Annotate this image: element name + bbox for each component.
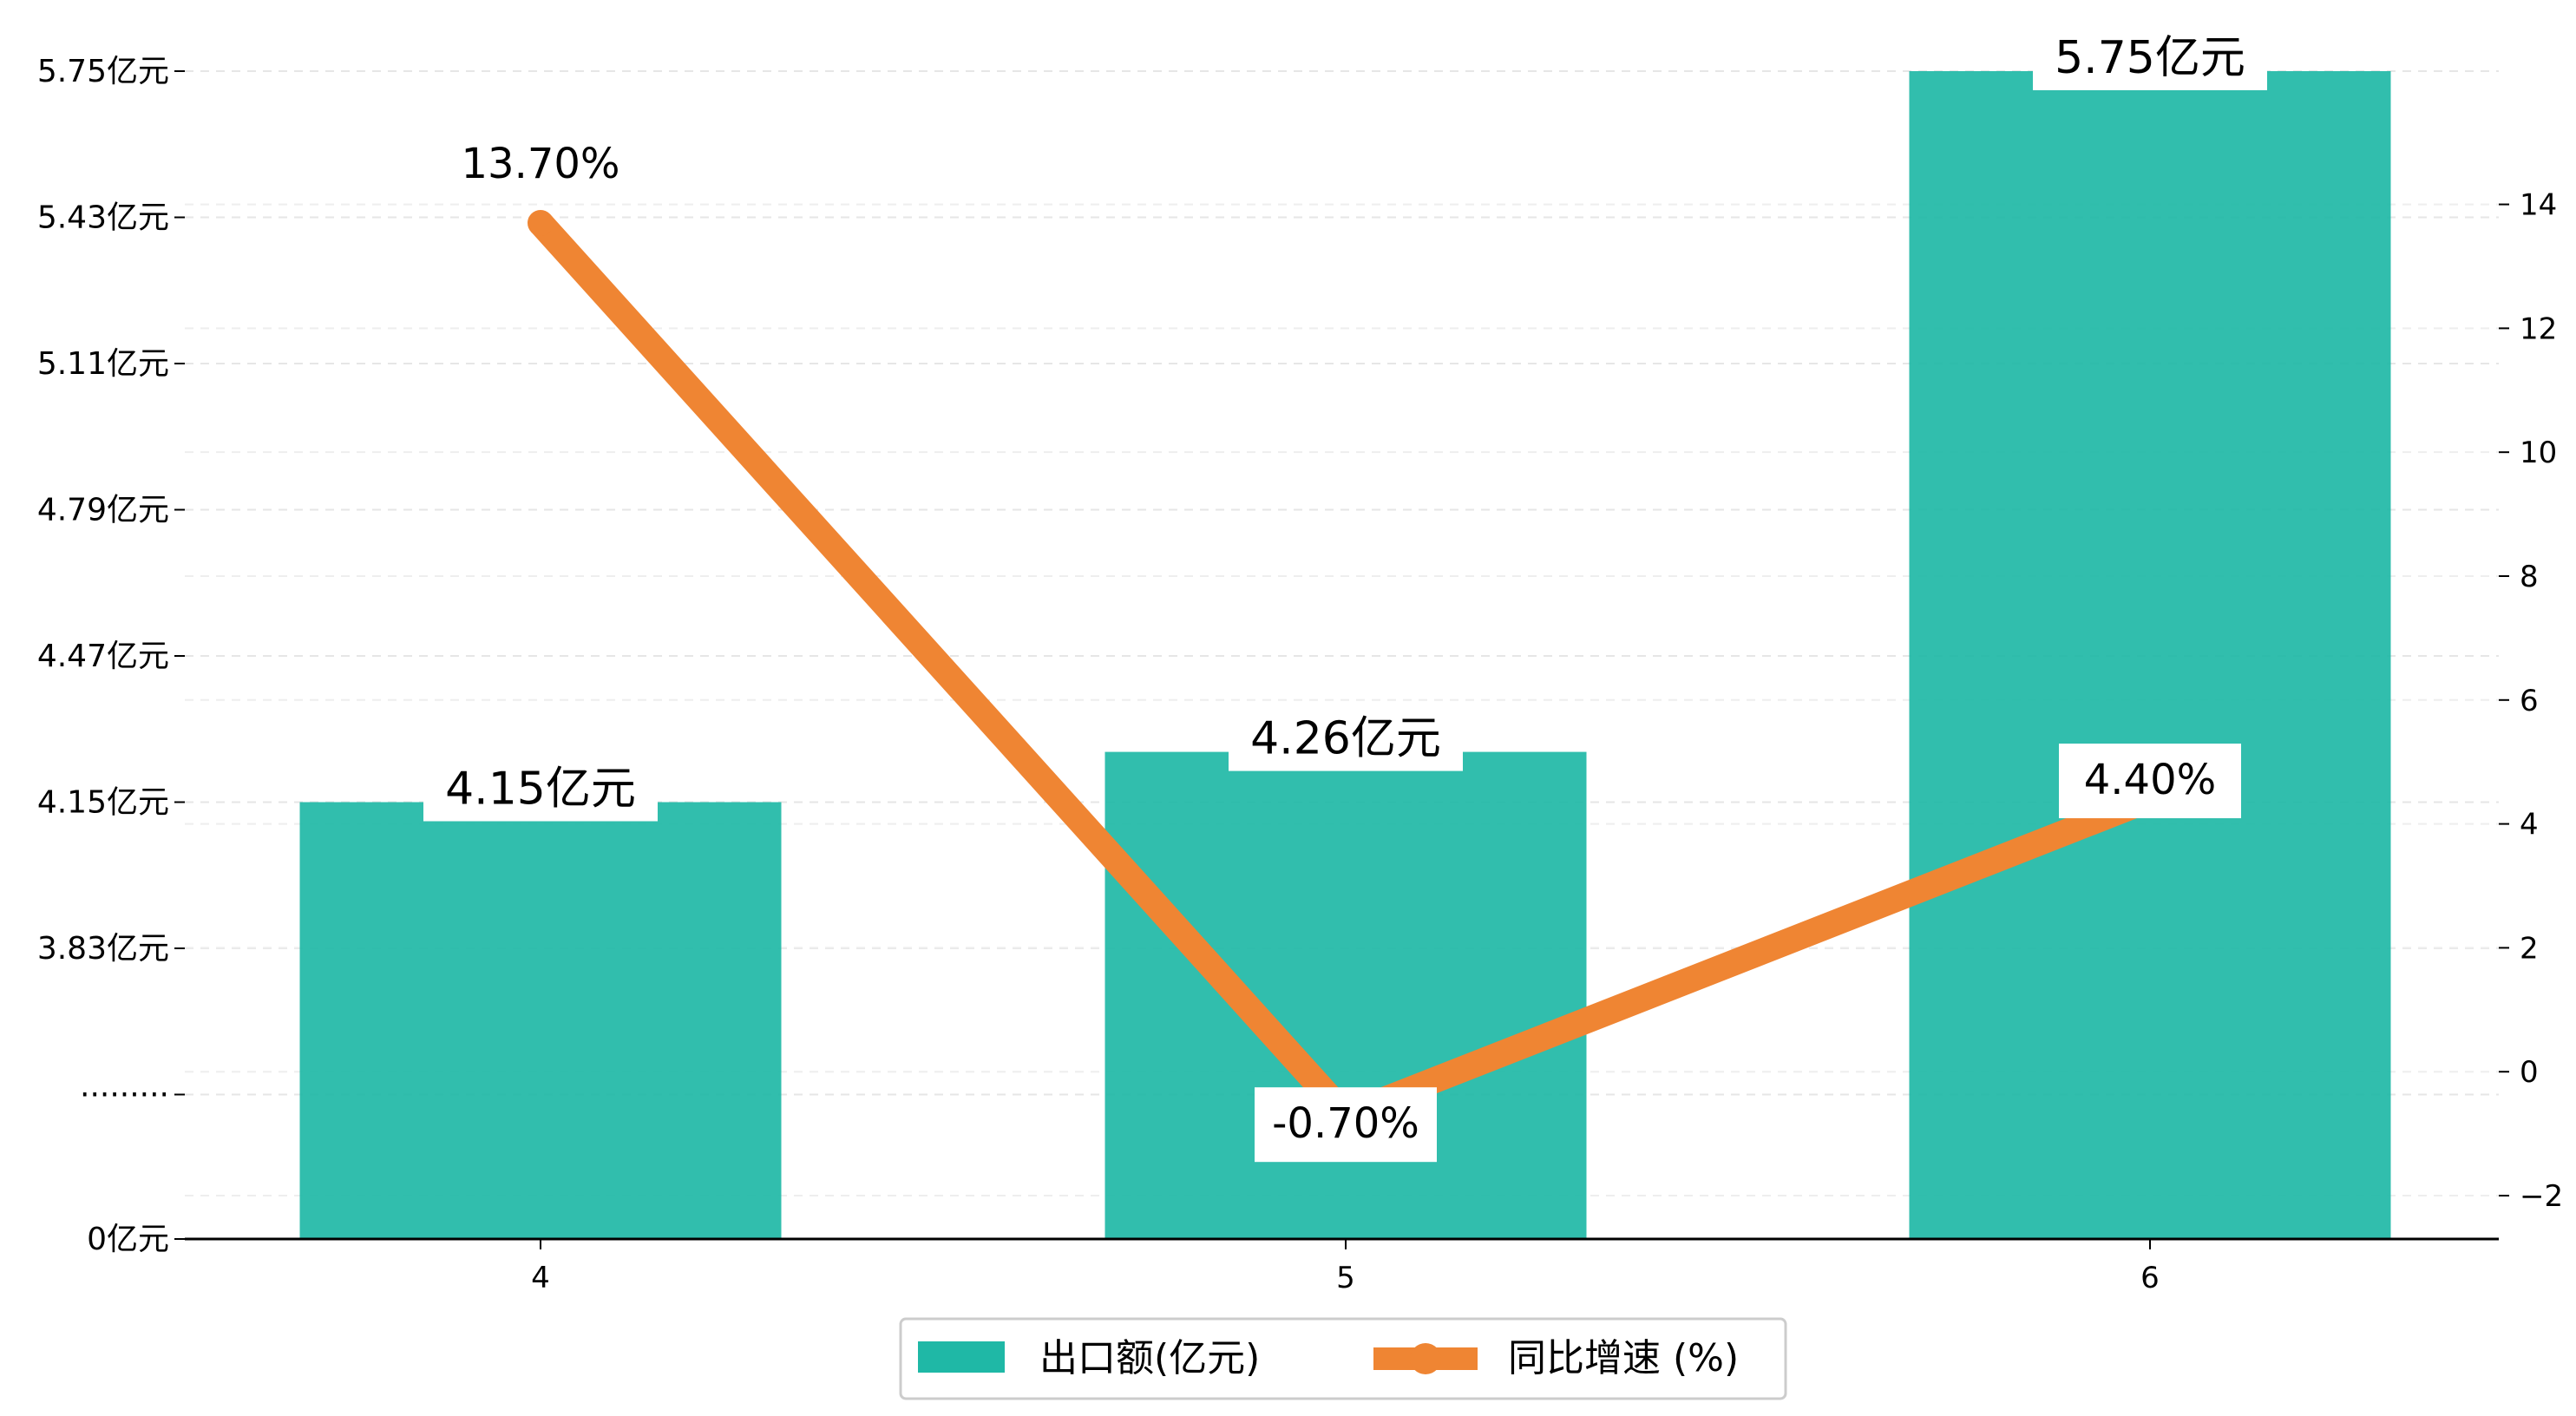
bars — [299, 71, 2391, 1239]
left-tick-label: 4.15亿元 — [37, 785, 169, 821]
bar-label-box — [1229, 706, 1463, 771]
legend-label-line: 同比增速 (%) — [1508, 1336, 1739, 1380]
bar-6 — [1909, 71, 2391, 1239]
right-tick-label: 6 — [2520, 684, 2539, 718]
legend-swatch-marker — [1410, 1343, 1441, 1374]
x-tick-label-5: 5 — [1336, 1261, 1355, 1295]
right-tick-label: 2 — [2520, 931, 2539, 966]
bar-5 — [1104, 751, 1587, 1239]
point-value-label: 4.40% — [2084, 756, 2216, 804]
point-label-box — [1255, 1087, 1437, 1163]
left-tick-label: ········· — [80, 1078, 169, 1113]
legend-label-bar: 出口额(亿元) — [1039, 1336, 1260, 1380]
right-tick-label: 4 — [2520, 808, 2539, 842]
bar-value-label: 4.15亿元 — [445, 764, 636, 816]
point-label-box — [2059, 744, 2241, 819]
bar-4 — [299, 802, 782, 1239]
left-tick-label: 5.11亿元 — [37, 346, 169, 382]
point-value-label: 13.70% — [461, 140, 619, 188]
legend-swatch-bar — [918, 1341, 1005, 1373]
right-tick-label: −2 — [2520, 1179, 2563, 1214]
data-labels: 4.15亿元 4.26亿元 5.75亿元 13.70% -0.70% 4.40% — [423, 26, 2267, 1163]
right-tick-label: 0 — [2520, 1055, 2539, 1090]
left-tick-label: 0亿元 — [87, 1222, 169, 1257]
bar-label-box — [423, 757, 658, 822]
legend: 出口额(亿元) 同比增速 (%) — [899, 1317, 1787, 1400]
left-tick-label: 5.43亿元 — [37, 200, 169, 236]
right-tick-label: 12 — [2520, 311, 2557, 346]
growth-point-4 — [528, 209, 554, 236]
right-tick-label: 8 — [2520, 560, 2539, 594]
right-tick-label: 14 — [2520, 188, 2557, 223]
bar-label-box — [2033, 26, 2267, 90]
left-tick-label: 4.79亿元 — [37, 493, 169, 528]
legend-box — [899, 1317, 1787, 1400]
axes: 5.75亿元 5.43亿元 5.11亿元 4.79亿元 4.47亿元 4.15亿元 3.83… — [37, 54, 2563, 1295]
x-tick-label-6: 6 — [2140, 1261, 2160, 1295]
left-tick-label: 5.75亿元 — [37, 54, 169, 89]
right-tick-label: 10 — [2520, 436, 2557, 470]
bar-value-label: 4.26亿元 — [1250, 713, 1441, 765]
bar-value-label: 5.75亿元 — [2055, 32, 2245, 84]
point-value-label: -0.70% — [1272, 1099, 1419, 1148]
x-tick-label-4: 4 — [531, 1261, 550, 1295]
left-tick-label: 4.47亿元 — [37, 639, 169, 674]
left-tick-label: 3.83亿元 — [37, 931, 169, 967]
